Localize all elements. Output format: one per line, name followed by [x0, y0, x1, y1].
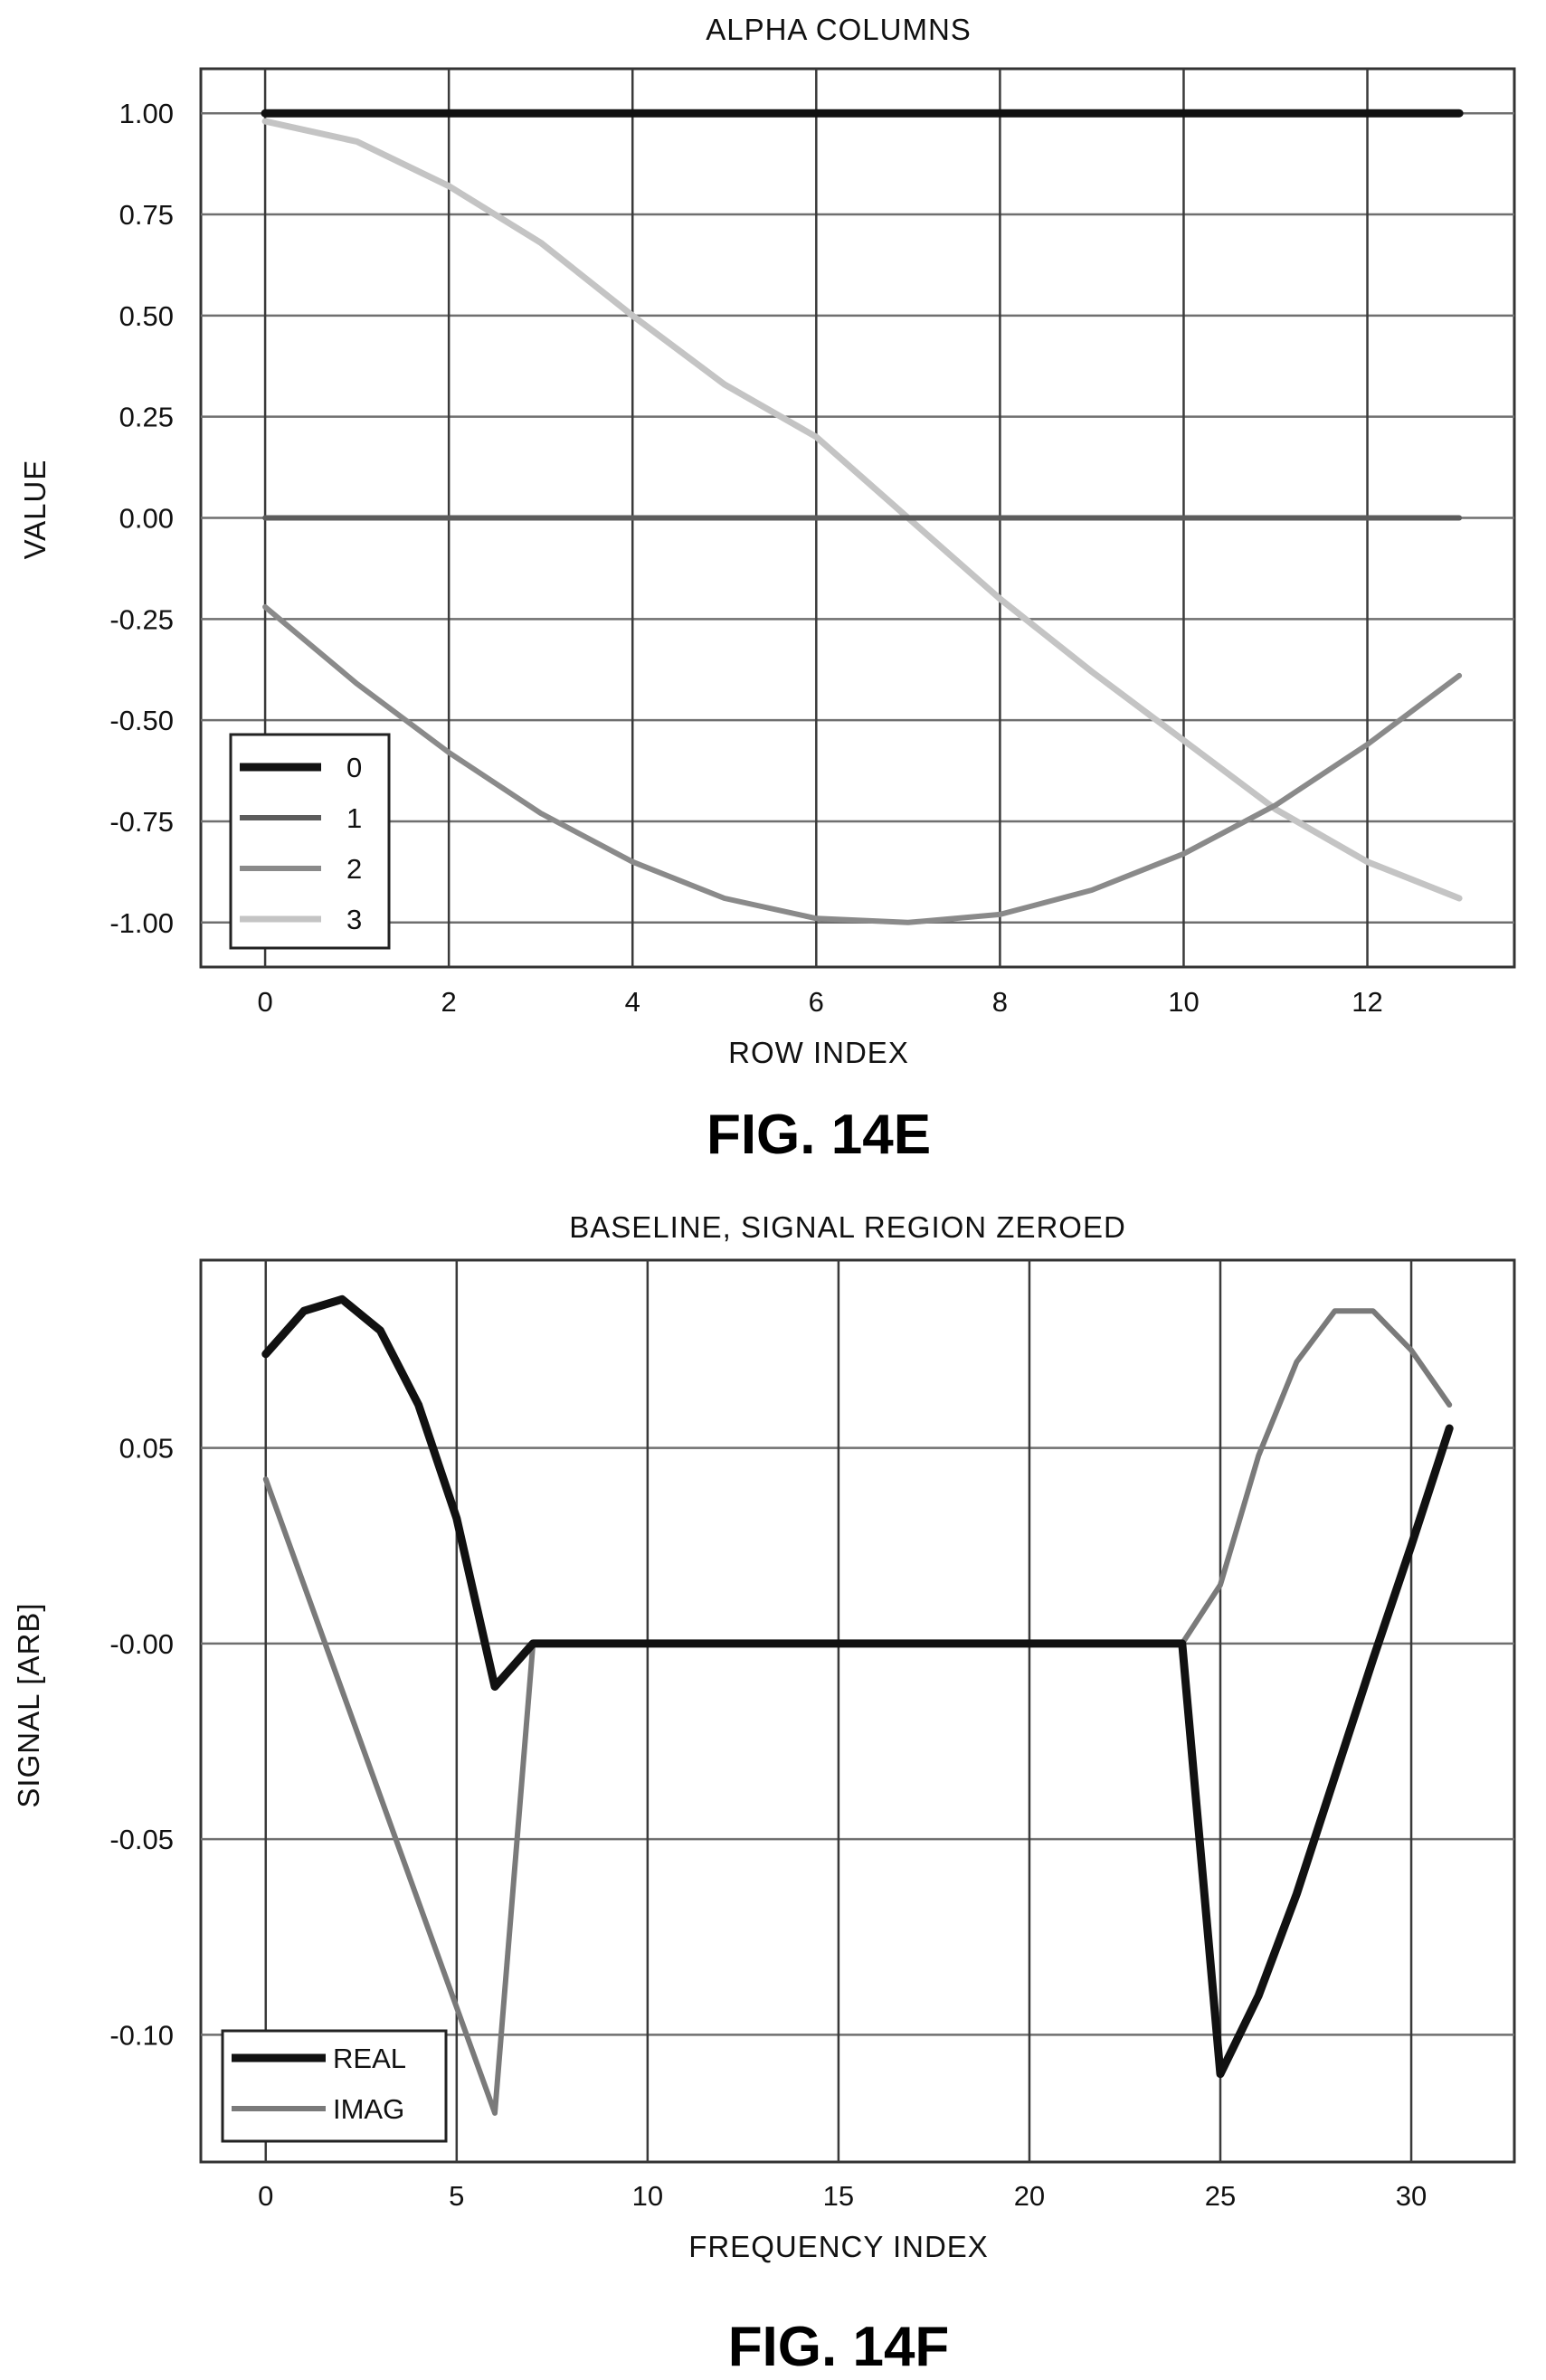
chart-fig-14e: ALPHA COLUMNS 1.00 0.75 0.50 0.25 0.00 -0.25 -…: [18, 13, 1516, 1166]
legend-label: 1: [346, 802, 362, 834]
x-tick-label: 0: [257, 986, 272, 1018]
chart-fig-14f: BASELINE, SIGNAL REGION ZEROED 0.05 -0.00…: [12, 1210, 1516, 2378]
y-tick-label: 0.05: [119, 1433, 174, 1465]
chart-title: ALPHA COLUMNS: [706, 13, 972, 46]
series-lines: [261, 109, 1464, 925]
x-tick-label: 4: [625, 986, 640, 1018]
y-tick-label: 0.00: [119, 503, 174, 535]
y-tick-label: -1.00: [109, 907, 174, 939]
y-tick-label: -0.50: [109, 705, 174, 736]
chart-title: BASELINE, SIGNAL REGION ZEROED: [569, 1210, 1126, 1244]
legend-label: IMAG: [333, 2093, 404, 2125]
series-line-real: [261, 1294, 1454, 2079]
y-tick-label: -0.25: [109, 603, 174, 635]
legend-label: 2: [346, 853, 362, 885]
figure-caption: FIG. 14F: [728, 2316, 950, 2378]
x-tick-label: 10: [1168, 986, 1199, 1018]
grid: [201, 1260, 1514, 2162]
legend-label: 3: [346, 904, 362, 935]
series-lines: [261, 1294, 1454, 2116]
legend-box: [221, 2029, 448, 2143]
x-axis-label: FREQUENCY INDEX: [688, 2230, 989, 2263]
figure-caption: FIG. 14E: [707, 1104, 931, 1166]
y-tick-label: -0.00: [109, 1628, 174, 1660]
y-tick-labels: 1.00 0.75 0.50 0.25 0.00 -0.25 -0.50 -0.75 -1.00: [109, 98, 174, 939]
x-tick-label: 12: [1352, 986, 1382, 1018]
x-tick-label: 10: [632, 2180, 663, 2212]
legend-label: 0: [346, 752, 362, 783]
x-tick-label: 5: [449, 2180, 464, 2212]
y-axis-label: SIGNAL [ARB]: [12, 1602, 45, 1807]
x-tick-label: 20: [1014, 2180, 1045, 2212]
y-tick-label: -0.10: [109, 2019, 174, 2051]
x-tick-label: 15: [823, 2180, 854, 2212]
x-tick-label: 0: [258, 2180, 273, 2212]
x-tick-label: 8: [992, 986, 1008, 1018]
y-tick-labels: 0.05 -0.00 -0.05 -0.10: [109, 1433, 174, 2052]
x-tick-label: 25: [1205, 2180, 1236, 2212]
legend: 0 1 2 3: [229, 733, 391, 950]
legend: REAL IMAG: [221, 2029, 448, 2143]
x-tick-label: 6: [809, 986, 824, 1018]
legend-label: REAL: [333, 2043, 406, 2074]
y-tick-label: 0.75: [119, 199, 174, 231]
plot-area-frame: [199, 1258, 1516, 2164]
series-line-3: [261, 118, 1463, 902]
y-tick-label: 0.50: [119, 300, 174, 332]
y-tick-label: -0.05: [109, 1824, 174, 1855]
y-axis-label: VALUE: [18, 460, 52, 560]
x-axis-label: ROW INDEX: [728, 1036, 909, 1069]
x-tick-label: 30: [1396, 2180, 1427, 2212]
y-tick-label: 1.00: [119, 98, 174, 129]
y-tick-label: -0.75: [109, 806, 174, 838]
x-tick-labels: 0 2 4 6 8 10 12: [257, 986, 1382, 1018]
series-line-2: [262, 603, 1463, 925]
y-tick-label: 0.25: [119, 402, 174, 433]
x-tick-labels: 0 5 10 15 20 25 30: [258, 2180, 1427, 2212]
x-tick-label: 2: [441, 986, 457, 1018]
